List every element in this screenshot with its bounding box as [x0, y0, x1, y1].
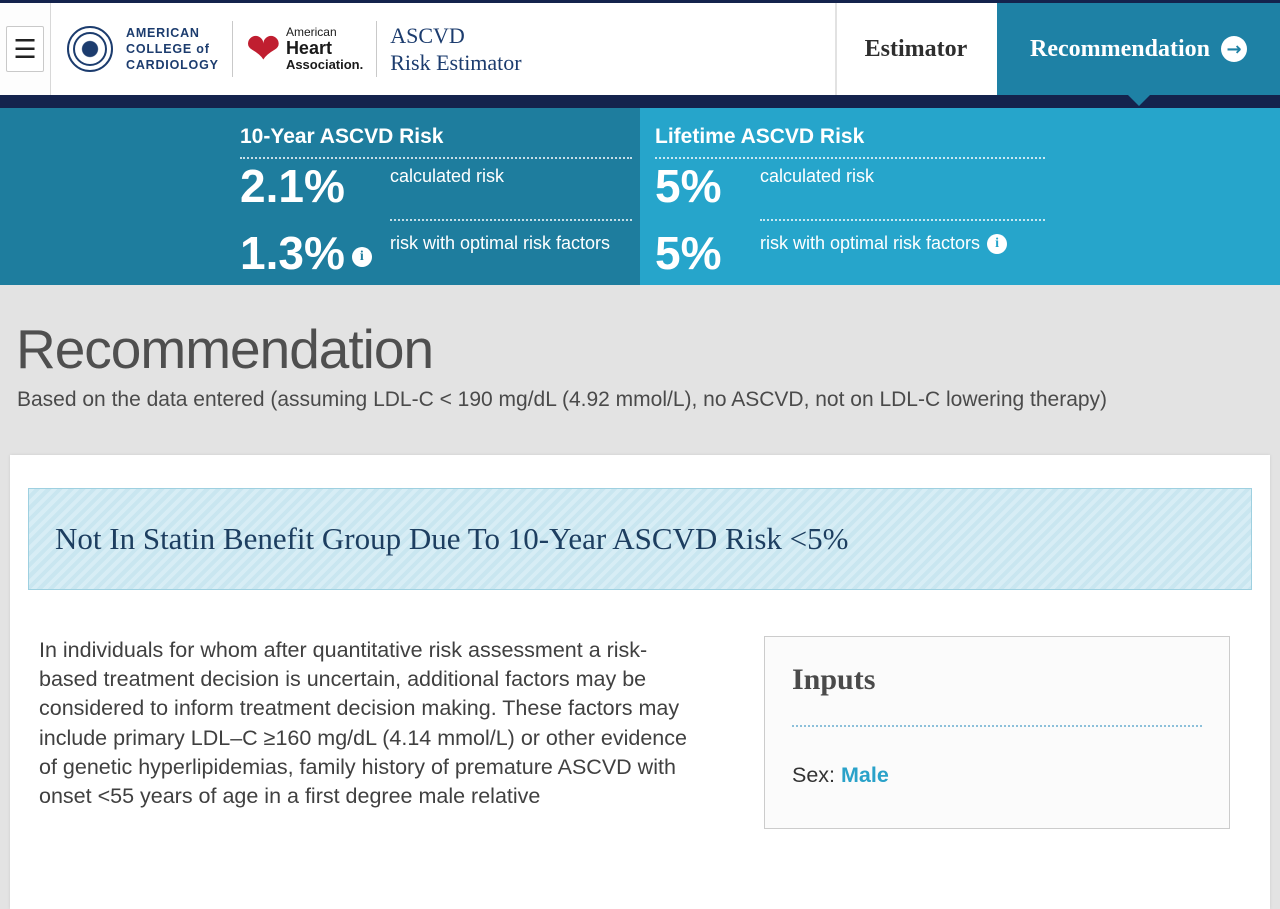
- inputs-divider: [792, 725, 1202, 727]
- tab-recommendation-label: Recommendation: [1030, 35, 1210, 62]
- menu-button[interactable]: ☰: [0, 3, 51, 95]
- header-tabs: Estimator Recommendation →: [835, 3, 1280, 95]
- ten-year-optimal-label: risk with optimal risk factors: [390, 233, 611, 253]
- aha-heart-icon: ❤: [245, 25, 281, 73]
- acc-logo-line3: CARDIOLOGY: [126, 58, 219, 73]
- acc-seal-icon: [67, 26, 113, 72]
- hamburger-icon: ☰: [6, 26, 44, 72]
- app-title-line2: Risk Estimator: [390, 50, 522, 75]
- recommendation-card: Not In Statin Benefit Group Due To 10-Ye…: [10, 455, 1270, 909]
- logo-area: AMERICAN COLLEGE of CARDIOLOGY ❤ America…: [51, 3, 522, 95]
- page-heading-section: Recommendation Based on the data entered…: [0, 285, 1280, 455]
- aha-logo: ❤ American Heart Association.: [246, 26, 364, 71]
- sex-label: Sex:: [792, 763, 836, 787]
- ten-year-optimal-value: 1.3% i: [240, 226, 390, 281]
- input-sex: Sex: Male: [792, 763, 1202, 788]
- risk-summary-band: 10-Year ASCVD Risk 2.1% calculated risk …: [0, 108, 1280, 285]
- aha-logo-line2: Heart: [285, 38, 332, 59]
- aha-logo-line1: American: [285, 25, 337, 40]
- inputs-title: Inputs: [792, 663, 876, 696]
- page-subtitle: Based on the data entered (assuming LDL-…: [17, 387, 1108, 411]
- logo-divider: [231, 21, 233, 77]
- arrow-right-icon: →: [1220, 36, 1247, 62]
- card-content-row: In individuals for whom after quantitati…: [28, 636, 1252, 829]
- lifetime-risk-panel: Lifetime ASCVD Risk 5% calculated risk 5…: [640, 108, 1280, 285]
- ten-year-calculated-label: calculated risk: [390, 159, 632, 221]
- aha-logo-line3: Association.: [285, 56, 364, 72]
- statin-benefit-banner: Not In Statin Benefit Group Due To 10-Ye…: [28, 488, 1252, 590]
- acc-logo-line1: AMERICAN: [126, 25, 200, 40]
- info-icon[interactable]: i: [987, 234, 1008, 255]
- logo-divider: [376, 21, 378, 77]
- lifetime-calculated-value: 5%: [655, 160, 722, 212]
- tab-estimator[interactable]: Estimator: [835, 3, 995, 95]
- lifetime-calculated-label: calculated risk: [760, 159, 1045, 221]
- lifetime-risk-title: Lifetime ASCVD Risk: [655, 125, 1045, 159]
- info-icon[interactable]: i: [351, 246, 372, 267]
- app-title-line1: ASCVD: [390, 22, 465, 48]
- sex-value: Male: [841, 763, 889, 787]
- header-bottom-bar: [0, 95, 1280, 108]
- ten-year-risk-panel: 10-Year ASCVD Risk 2.1% calculated risk …: [0, 108, 640, 285]
- recommendation-body-text: In individuals for whom after quantitati…: [39, 638, 687, 809]
- app-title: ASCVD Risk Estimator: [390, 22, 521, 77]
- ten-year-risk-title: 10-Year ASCVD Risk: [240, 125, 632, 159]
- acc-logo: AMERICAN COLLEGE of CARDIOLOGY: [126, 25, 219, 74]
- ten-year-calculated-value: 2.1%: [240, 160, 345, 212]
- page-title: Recommendation: [16, 318, 434, 380]
- lifetime-optimal-label: risk with optimal risk factors i: [760, 226, 1045, 281]
- tab-recommendation[interactable]: Recommendation →: [997, 3, 1280, 95]
- acc-logo-line2: COLLEGE of: [126, 41, 210, 56]
- app-header: ☰ AMERICAN COLLEGE of CARDIOLOGY ❤ Ameri…: [0, 0, 1280, 95]
- inputs-panel: Inputs Sex: Male: [764, 636, 1230, 829]
- lifetime-optimal-value: 5%: [655, 227, 722, 279]
